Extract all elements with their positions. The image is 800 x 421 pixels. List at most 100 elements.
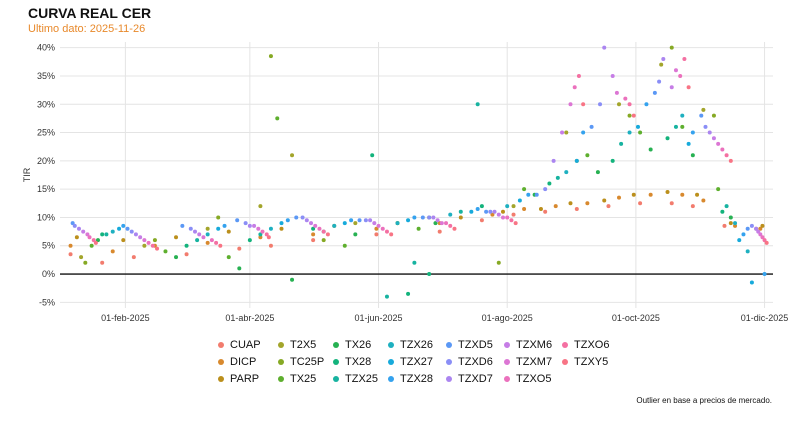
data-point-tzxd5 bbox=[420, 215, 425, 220]
data-point-cuap bbox=[437, 229, 442, 234]
data-point-parp bbox=[631, 192, 636, 197]
data-point-tx25 bbox=[680, 124, 685, 129]
data-point-tzxo6 bbox=[509, 218, 514, 223]
data-point-tx26 bbox=[595, 170, 600, 175]
data-point-parp bbox=[568, 201, 573, 206]
data-point-tzxd5 bbox=[745, 226, 750, 231]
data-point-tzxm7 bbox=[716, 141, 721, 146]
data-point-parp bbox=[226, 229, 231, 234]
legend-item-tx26: TX26 bbox=[333, 338, 388, 352]
legend-marker-icon bbox=[446, 359, 452, 365]
legend-item-tzxo6: TZXO6 bbox=[562, 338, 617, 352]
data-point-tx28 bbox=[247, 238, 252, 243]
legend-item-tzx27: TZX27 bbox=[388, 355, 446, 369]
data-point-tc25p bbox=[321, 238, 326, 243]
y-tick-label: 40% bbox=[37, 43, 55, 53]
data-point-tzxm7 bbox=[313, 223, 318, 228]
data-point-tzxo5 bbox=[260, 229, 265, 234]
data-point-tzxo6 bbox=[264, 232, 269, 237]
data-point-tzxo6 bbox=[762, 238, 767, 243]
data-point-tzxd7 bbox=[602, 45, 607, 50]
data-point-tzxd5 bbox=[357, 218, 362, 223]
data-point-tzx25 bbox=[104, 232, 109, 237]
legend-label: TZXY5 bbox=[574, 356, 609, 368]
data-point-cuap bbox=[543, 209, 548, 214]
legend-label: TZX25 bbox=[345, 373, 379, 385]
data-point-tc25p bbox=[216, 215, 221, 220]
data-point-tzxo6 bbox=[576, 73, 581, 78]
data-point-cuap bbox=[638, 201, 643, 206]
data-point-tzxo5 bbox=[720, 147, 725, 152]
data-point-tzx25 bbox=[475, 102, 480, 107]
data-point-tzxd5 bbox=[652, 90, 657, 95]
y-tick-label: 15% bbox=[37, 184, 55, 194]
data-point-tzxo5 bbox=[623, 96, 628, 101]
data-point-tzxo5 bbox=[209, 238, 214, 243]
data-point-tzx28 bbox=[475, 206, 480, 211]
legend-label: TC25P bbox=[290, 356, 325, 368]
chart-title: CURVA REAL CER bbox=[28, 5, 152, 21]
data-point-cuap bbox=[311, 238, 316, 243]
data-point-tzxd7 bbox=[247, 223, 252, 228]
data-point-tzxy5 bbox=[155, 246, 160, 251]
legend-item-tzxd6: TZXD6 bbox=[446, 355, 504, 369]
legend-label: TZX27 bbox=[400, 356, 434, 368]
data-point-tzxy5 bbox=[581, 102, 586, 107]
data-point-tzxd5 bbox=[589, 124, 594, 129]
data-point-tzxm6 bbox=[756, 229, 761, 234]
data-point-parp bbox=[279, 226, 284, 231]
data-point-tzxd5 bbox=[534, 192, 539, 197]
legend-item-tzxd7: TZXD7 bbox=[446, 372, 504, 386]
data-point-tzx27 bbox=[469, 209, 474, 214]
data-point-tzxm7 bbox=[439, 221, 444, 226]
data-point-tzxo5 bbox=[760, 235, 765, 240]
data-point-tzxm7 bbox=[376, 223, 381, 228]
legend-marker-icon bbox=[278, 342, 284, 348]
data-point-tzx28 bbox=[741, 232, 746, 237]
legend-marker-icon bbox=[504, 359, 510, 365]
data-point-tzxd7 bbox=[193, 229, 198, 234]
data-point-tzx28 bbox=[121, 223, 126, 228]
data-point-tx25 bbox=[163, 249, 168, 254]
data-point-tzxd6 bbox=[657, 79, 662, 84]
legend-label: TZX28 bbox=[400, 373, 434, 385]
data-point-t2x5 bbox=[511, 204, 516, 209]
data-point-tzxd7 bbox=[661, 56, 666, 61]
data-point-tzx26 bbox=[110, 229, 115, 234]
data-point-tzx27 bbox=[749, 280, 754, 285]
data-point-tx25 bbox=[522, 187, 527, 192]
data-point-tzxy5 bbox=[513, 221, 518, 226]
data-point-tzxd7 bbox=[431, 215, 436, 220]
data-point-tzxo6 bbox=[724, 153, 729, 158]
legend-item-tzxy5: TZXY5 bbox=[562, 355, 617, 369]
data-point-dicp bbox=[617, 195, 622, 200]
data-point-tc25p bbox=[627, 113, 632, 118]
data-point-tzx27 bbox=[216, 226, 221, 231]
data-point-cuap bbox=[268, 243, 273, 248]
data-point-tzx26 bbox=[448, 212, 453, 217]
legend-label: TZXM6 bbox=[516, 339, 553, 351]
data-point-tzxm6 bbox=[560, 130, 565, 135]
data-point-tzxm6 bbox=[309, 221, 314, 226]
data-point-tzxd6 bbox=[363, 218, 368, 223]
data-point-tzx27 bbox=[686, 141, 691, 146]
legend-item-tzxm7: TZXM7 bbox=[504, 355, 562, 369]
data-point-tx26 bbox=[237, 266, 242, 271]
data-point-t2x5 bbox=[79, 255, 84, 260]
x-tick-label: 01-feb-2025 bbox=[101, 313, 150, 323]
data-point-tzx28 bbox=[644, 102, 649, 107]
data-point-tzxo5 bbox=[380, 226, 385, 231]
data-point-tzxo6 bbox=[384, 229, 389, 234]
data-point-dicp bbox=[110, 249, 115, 254]
y-tick-label: 0% bbox=[42, 269, 55, 279]
data-point-tzxy5 bbox=[631, 113, 636, 118]
data-point-tzxo6 bbox=[448, 223, 453, 228]
legend-marker-icon bbox=[218, 359, 224, 365]
data-point-tzxm7 bbox=[568, 102, 573, 107]
data-point-tzx28 bbox=[285, 218, 290, 223]
data-point-tx28 bbox=[370, 153, 375, 158]
data-point-tzx25 bbox=[384, 294, 389, 299]
data-point-tzxd7 bbox=[76, 226, 81, 231]
data-point-tzxd6 bbox=[72, 223, 77, 228]
legend-item-tzxo5: TZXO5 bbox=[504, 372, 562, 386]
